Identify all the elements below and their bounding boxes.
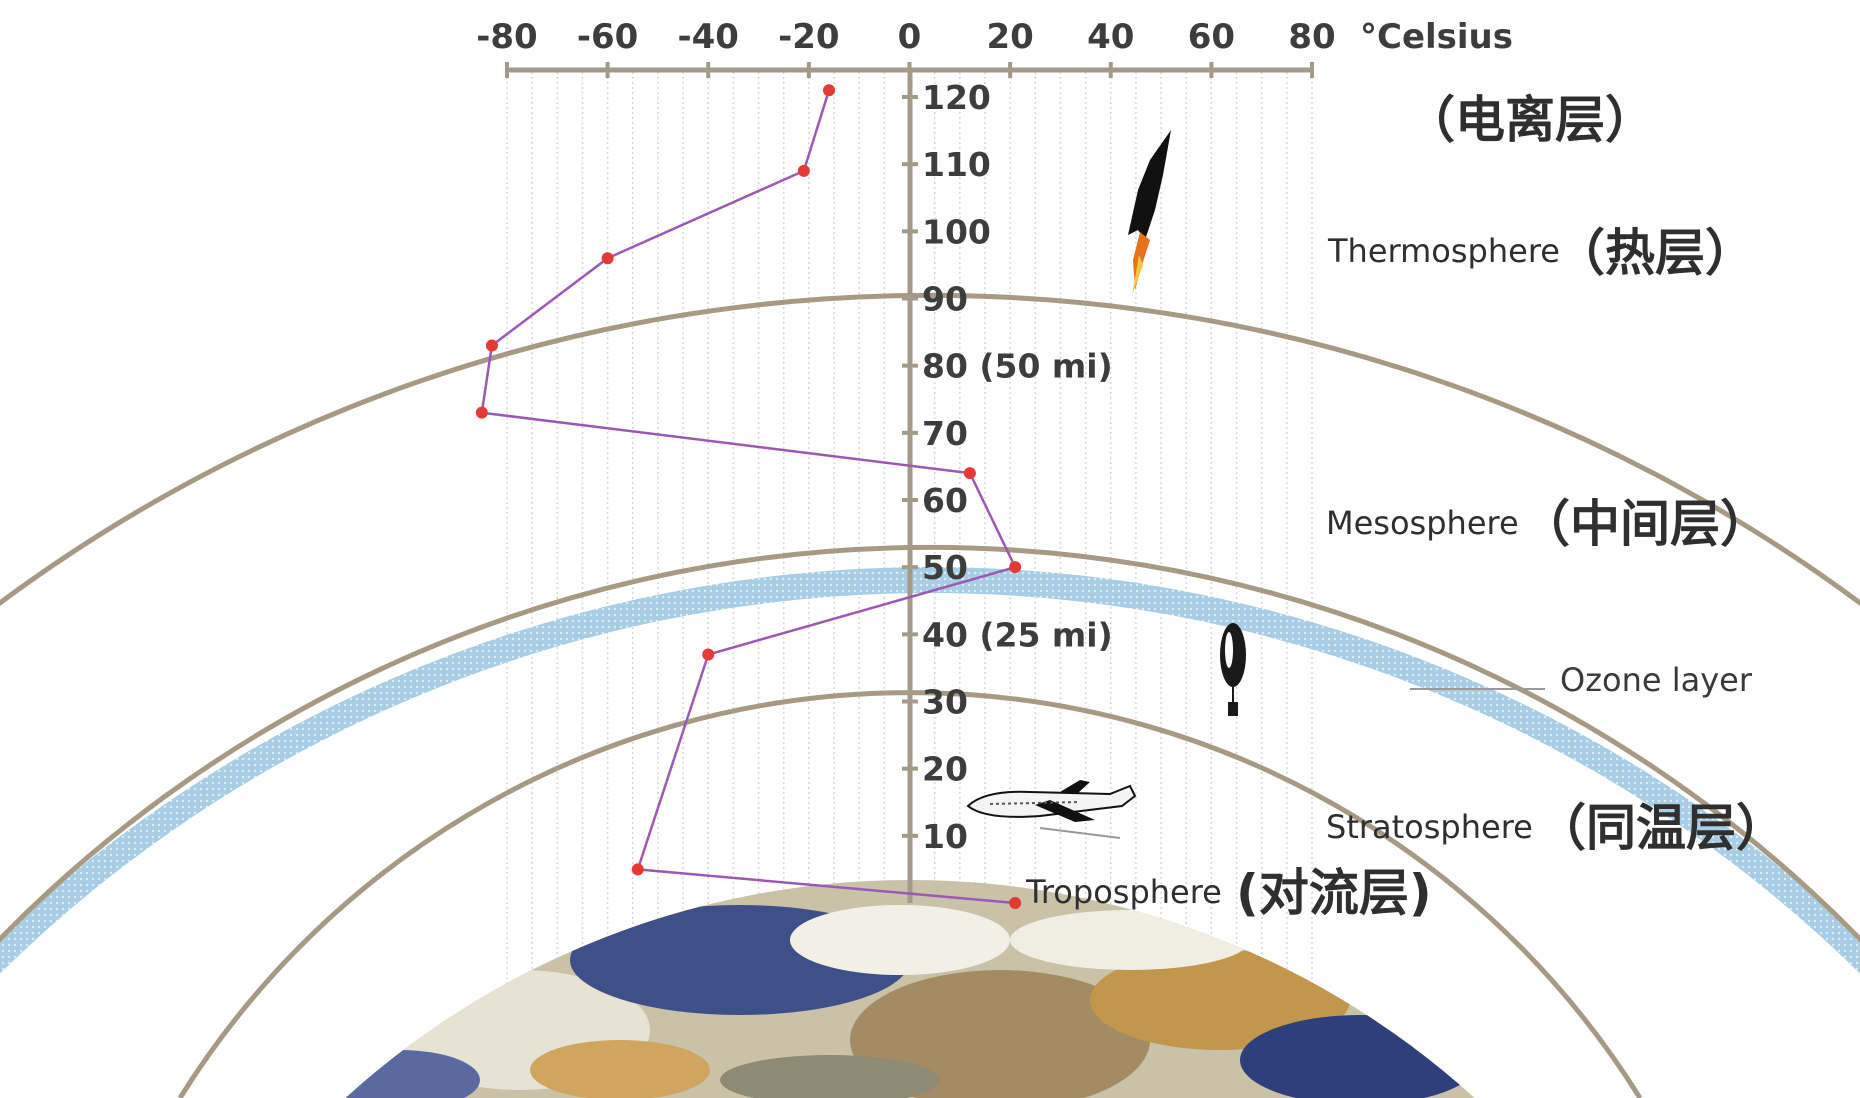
altitude-tick-label: 90 (922, 280, 968, 319)
stratopause-shell (0, 544, 1860, 943)
altitude-tick-label: 30 (922, 683, 968, 722)
troposphere-label-en: Troposphere (1025, 873, 1222, 911)
profile-data-point (963, 467, 976, 480)
temperature-tick-label: -20 (778, 17, 839, 57)
altitude-tick-label: 70 (922, 414, 968, 453)
temperature-tick-label: 80 (1288, 17, 1335, 57)
temperature-profile-line (480, 89, 1017, 905)
profile-data-point (631, 863, 644, 876)
temperature-tick-label: 40 (1087, 17, 1134, 57)
profile-data-point (485, 339, 498, 352)
mesopause-shell (0, 292, 1860, 607)
thermosphere-label-zh: （热层） (1555, 224, 1755, 282)
profile-data-point (475, 406, 488, 419)
stratosphere-label-en: Stratosphere (1326, 808, 1533, 846)
ionosphere-label-zh: （电离层） (1405, 91, 1655, 149)
ozone-band (0, 567, 1860, 974)
profile-data-point (702, 648, 715, 661)
altitude-tick-label: 50 (922, 548, 968, 587)
altitude-tick-label: 80 (50 mi) (922, 347, 1113, 386)
temperature-ticks: -80 -60 -40 -20 0 20 40 60 80 (476, 17, 1336, 78)
temperature-tick-label: -80 (476, 17, 537, 57)
temperature-tick-label: -60 (577, 17, 638, 57)
ozone-layer-label: Ozone layer (1560, 661, 1753, 699)
profile-data-point (601, 252, 614, 265)
altitude-ticks: 10 20 30 40 (25 mi) 50 60 70 80 (50 mi) 90 100 110… (902, 78, 1113, 856)
temperature-tick-label: 20 (986, 17, 1033, 57)
weather-balloon-icon (1220, 623, 1246, 716)
earth-icon (70, 880, 1750, 1098)
mesosphere-label-en: Mesosphere (1326, 504, 1519, 542)
stratosphere-label-zh: （同温层） (1536, 799, 1786, 857)
altitude-tick-label: 110 (922, 145, 991, 184)
thermosphere-label-en: Thermosphere (1327, 232, 1560, 270)
temperature-tick-label: 0 (898, 17, 922, 57)
altitude-tick-label: 60 (922, 481, 968, 520)
profile-data-point (1009, 561, 1022, 574)
profile-data-point (823, 84, 835, 97)
rocket-icon (1128, 130, 1171, 295)
temperature-tick-label: 60 (1188, 17, 1235, 57)
profile-data-point (1009, 897, 1022, 909)
profile-data-point (797, 164, 810, 177)
temperature-profile-points (475, 84, 1022, 909)
altitude-tick-label: 20 (922, 750, 968, 789)
mesosphere-label-zh: （中间层） (1520, 495, 1770, 553)
troposphere-label-zh: (对流层) (1236, 864, 1432, 922)
airplane-icon (966, 780, 1137, 839)
temperature-unit-label: °Celsius (1360, 17, 1513, 57)
altitude-tick-label: 40 (25 mi) (922, 615, 1113, 654)
altitude-tick-label: 10 (922, 817, 968, 856)
altitude-tick-label: 100 (922, 212, 991, 251)
altitude-tick-label: 120 (922, 78, 991, 117)
temperature-tick-label: -40 (678, 17, 739, 57)
